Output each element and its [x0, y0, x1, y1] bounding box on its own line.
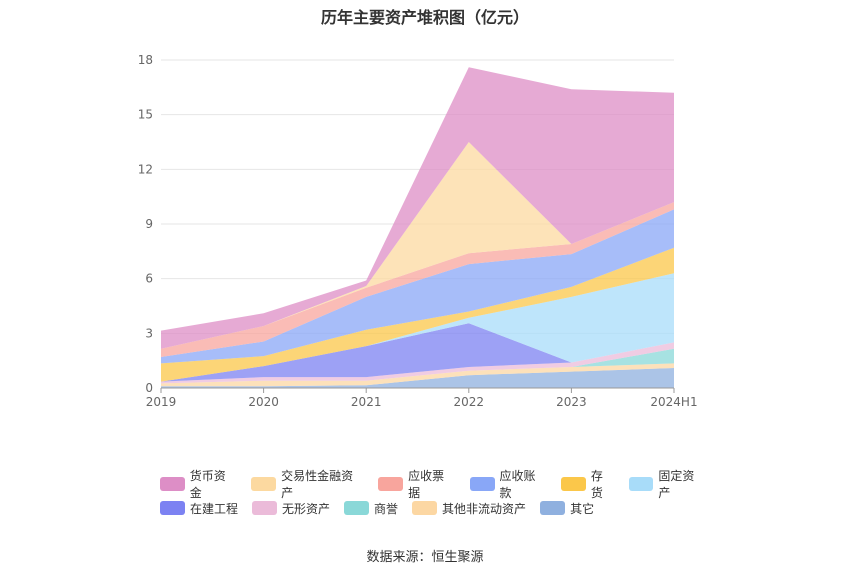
x-tick-label: 2022 — [454, 395, 485, 409]
y-tick-label: 0 — [145, 381, 153, 395]
area-货币资金 — [161, 67, 674, 349]
axes: 0 3 6 9 12 15 18 2019 2020 2021 2022 2023 2024H1 — [138, 53, 698, 409]
legend-swatch — [412, 501, 438, 515]
legend-swatch — [469, 477, 495, 491]
area-应收账款 — [161, 209, 674, 364]
legend-item[interactable]: 交易性金融资产 — [251, 467, 364, 501]
area-其它 — [161, 368, 674, 388]
x-tick-label: 2021 — [351, 395, 382, 409]
legend-swatch — [252, 501, 278, 515]
area-series — [161, 67, 674, 388]
legend-item[interactable]: 其他非流动资产 — [412, 500, 526, 517]
legend-swatch — [540, 501, 566, 515]
legend-row-2: 在建工程 无形资产 商誉 其他非流动资产 其它 — [160, 496, 720, 520]
legend-item[interactable]: 货币资金 — [160, 467, 237, 501]
legend-label: 固定资产 — [658, 469, 695, 500]
y-tick-label: 15 — [138, 108, 153, 122]
legend-label: 在建工程 — [190, 501, 239, 516]
legend-label: 应收账款 — [499, 469, 536, 500]
area-固定资产 — [161, 273, 674, 382]
area-存货 — [161, 247, 674, 382]
legend-item[interactable]: 固定资产 — [628, 467, 706, 501]
x-tick-label: 2020 — [248, 395, 279, 409]
legend-label: 交易性金融资产 — [281, 469, 354, 500]
legend-item[interactable]: 其它 — [540, 500, 594, 517]
legend-swatch — [344, 501, 370, 515]
y-tick-label: 6 — [145, 272, 153, 286]
legend-item[interactable]: 存货 — [561, 467, 615, 501]
legend-label: 商誉 — [374, 501, 399, 516]
legend-swatch — [251, 477, 277, 491]
legend-label: 其他非流动资产 — [442, 501, 527, 516]
legend-label: 货币资金 — [189, 469, 226, 500]
legend-swatch — [378, 477, 404, 491]
area-在建工程 — [161, 323, 674, 382]
y-tick-label: 3 — [145, 326, 153, 340]
legend-item[interactable]: 应收账款 — [469, 467, 547, 501]
legend-label: 存货 — [590, 469, 603, 500]
legend-label: 无形资产 — [282, 501, 331, 516]
legend-swatch — [628, 477, 654, 491]
legend: 货币资金 交易性金融资产 应收票据 应收账款 存货 固定资产在建工程 无形资产 商誉 其他非流动… — [160, 469, 720, 520]
x-tick-label: 2023 — [556, 395, 587, 409]
area-应收票据 — [161, 202, 674, 357]
legend-row-1: 货币资金 交易性金融资产 应收票据 应收账款 存货 固定资产 — [160, 469, 720, 500]
x-tick-label: 2019 — [146, 395, 177, 409]
legend-item[interactable]: 在建工程 — [160, 500, 238, 517]
area-无形资产 — [161, 342, 674, 384]
legend-label: 其它 — [570, 501, 595, 516]
y-tick-label: 18 — [138, 53, 153, 67]
legend-item[interactable]: 应收票据 — [378, 467, 455, 501]
y-tick-label: 12 — [138, 162, 153, 176]
legend-item[interactable]: 无形资产 — [252, 500, 330, 517]
source-note: 数据来源：恒生聚源 — [366, 550, 484, 565]
chart-title: 历年主要资产堆积图（亿元） — [320, 8, 529, 27]
legend-swatch — [561, 477, 586, 491]
legend-swatch — [160, 501, 185, 515]
legend-swatch — [160, 477, 185, 491]
legend-item[interactable]: 商誉 — [344, 500, 398, 517]
x-tick-label: 2024H1 — [650, 395, 697, 409]
area-其他非流动资产 — [161, 363, 674, 387]
area-交易性金融资产 — [161, 142, 674, 349]
legend-label: 应收票据 — [408, 469, 445, 500]
y-tick-label: 9 — [145, 217, 153, 231]
